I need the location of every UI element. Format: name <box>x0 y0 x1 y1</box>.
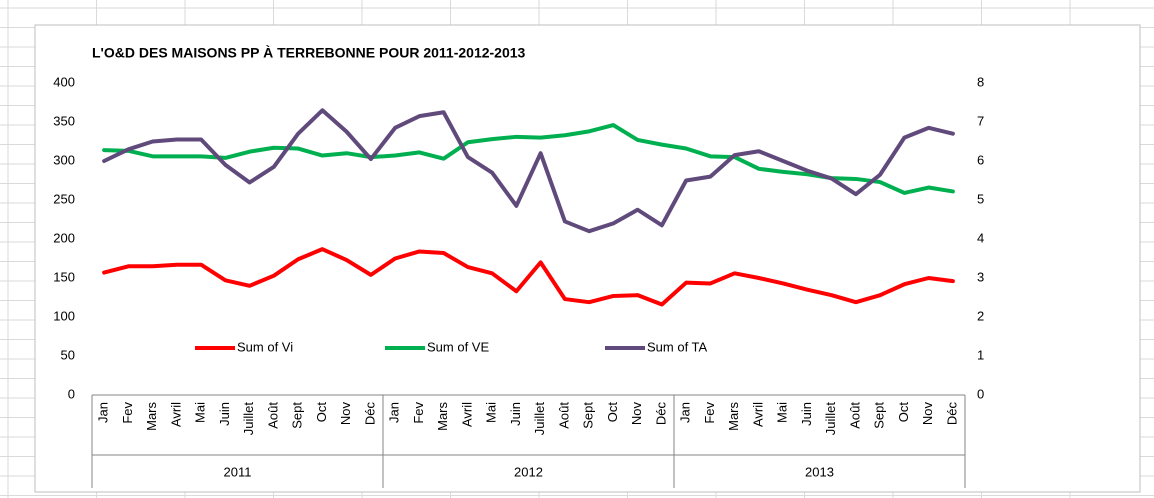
series-line <box>102 247 955 307</box>
x-tick-label: Juin <box>217 402 232 426</box>
x-tick-label: Jan <box>96 402 111 423</box>
y-tick-label: 250 <box>53 191 75 206</box>
legend-label: Sum of Vi <box>237 339 293 354</box>
y2-tick-label: 6 <box>977 152 984 167</box>
series-line <box>102 123 955 195</box>
x-tick-label: Août <box>847 402 862 429</box>
x-tick-label: Fev <box>411 402 426 424</box>
y-tick-label: 150 <box>53 269 75 284</box>
x-tick-label: Sept <box>290 402 305 429</box>
x-tick-label: Mai <box>775 402 790 423</box>
x-tick-label: Avril <box>459 402 474 427</box>
legend-label: Sum of TA <box>647 339 708 354</box>
chart-frame <box>34 24 1141 493</box>
x-tick-label: Déc <box>944 402 959 426</box>
x-tick-label: Avril <box>168 402 183 427</box>
x-tick-label: Juin <box>799 402 814 426</box>
y2-tick-label: 8 <box>977 74 984 89</box>
y-tick-label: 50 <box>61 347 75 362</box>
x-tick-label: Août <box>556 402 571 429</box>
y2-tick-label: 0 <box>977 386 984 401</box>
y2-tick-label: 2 <box>977 308 984 323</box>
y2-tick-label: 5 <box>977 191 984 206</box>
x-tick-label: Sept <box>581 402 596 429</box>
x-tick-label: Août <box>265 402 280 429</box>
group-label: 2012 <box>514 464 543 479</box>
series-line <box>102 108 955 234</box>
y2-tick-label: 1 <box>977 347 984 362</box>
x-tick-label: Mai <box>484 402 499 423</box>
x-tick-label: Nov <box>338 402 353 426</box>
x-tick-label: Oct <box>314 402 329 423</box>
y-tick-label: 300 <box>53 152 75 167</box>
x-tick-label: Juillet <box>823 402 838 436</box>
x-tick-label: Nov <box>629 402 644 426</box>
x-tick-label: Mars <box>435 402 450 431</box>
x-tick-label: Fev <box>120 402 135 424</box>
group-label: 2011 <box>224 464 252 479</box>
y-tick-label: 200 <box>53 230 75 245</box>
y-tick-label: 100 <box>53 308 75 323</box>
x-tick-label: Sept <box>872 402 887 429</box>
y2-tick-label: 4 <box>977 230 984 245</box>
x-tick-label: Déc <box>362 402 377 426</box>
group-label: 2013 <box>805 464 834 479</box>
x-tick-label: Juillet <box>241 402 256 436</box>
x-tick-label: Juillet <box>532 402 547 436</box>
y-tick-label: 0 <box>68 386 75 401</box>
x-tick-label: Jan <box>387 402 402 423</box>
y-tick-label: 400 <box>53 74 75 89</box>
x-tick-label: Jan <box>678 402 693 423</box>
y2-tick-label: 7 <box>977 113 984 128</box>
x-tick-label: Oct <box>896 402 911 423</box>
x-tick-label: Fev <box>702 402 717 424</box>
x-tick-label: Oct <box>605 402 620 423</box>
x-tick-label: Déc <box>653 402 668 426</box>
x-tick-label: Nov <box>920 402 935 426</box>
x-tick-label: Avril <box>750 402 765 427</box>
y-tick-label: 350 <box>53 113 75 128</box>
x-tick-label: Mai <box>193 402 208 423</box>
legend-label: Sum of VE <box>427 339 489 354</box>
x-tick-label: Mars <box>144 402 159 431</box>
x-tick-label: Mars <box>726 402 741 431</box>
x-tick-label: Juin <box>508 402 523 426</box>
chart-title: L'O&D DES MAISONS PP À TERREBONNE POUR 2… <box>92 45 526 61</box>
y2-tick-label: 3 <box>977 269 984 284</box>
